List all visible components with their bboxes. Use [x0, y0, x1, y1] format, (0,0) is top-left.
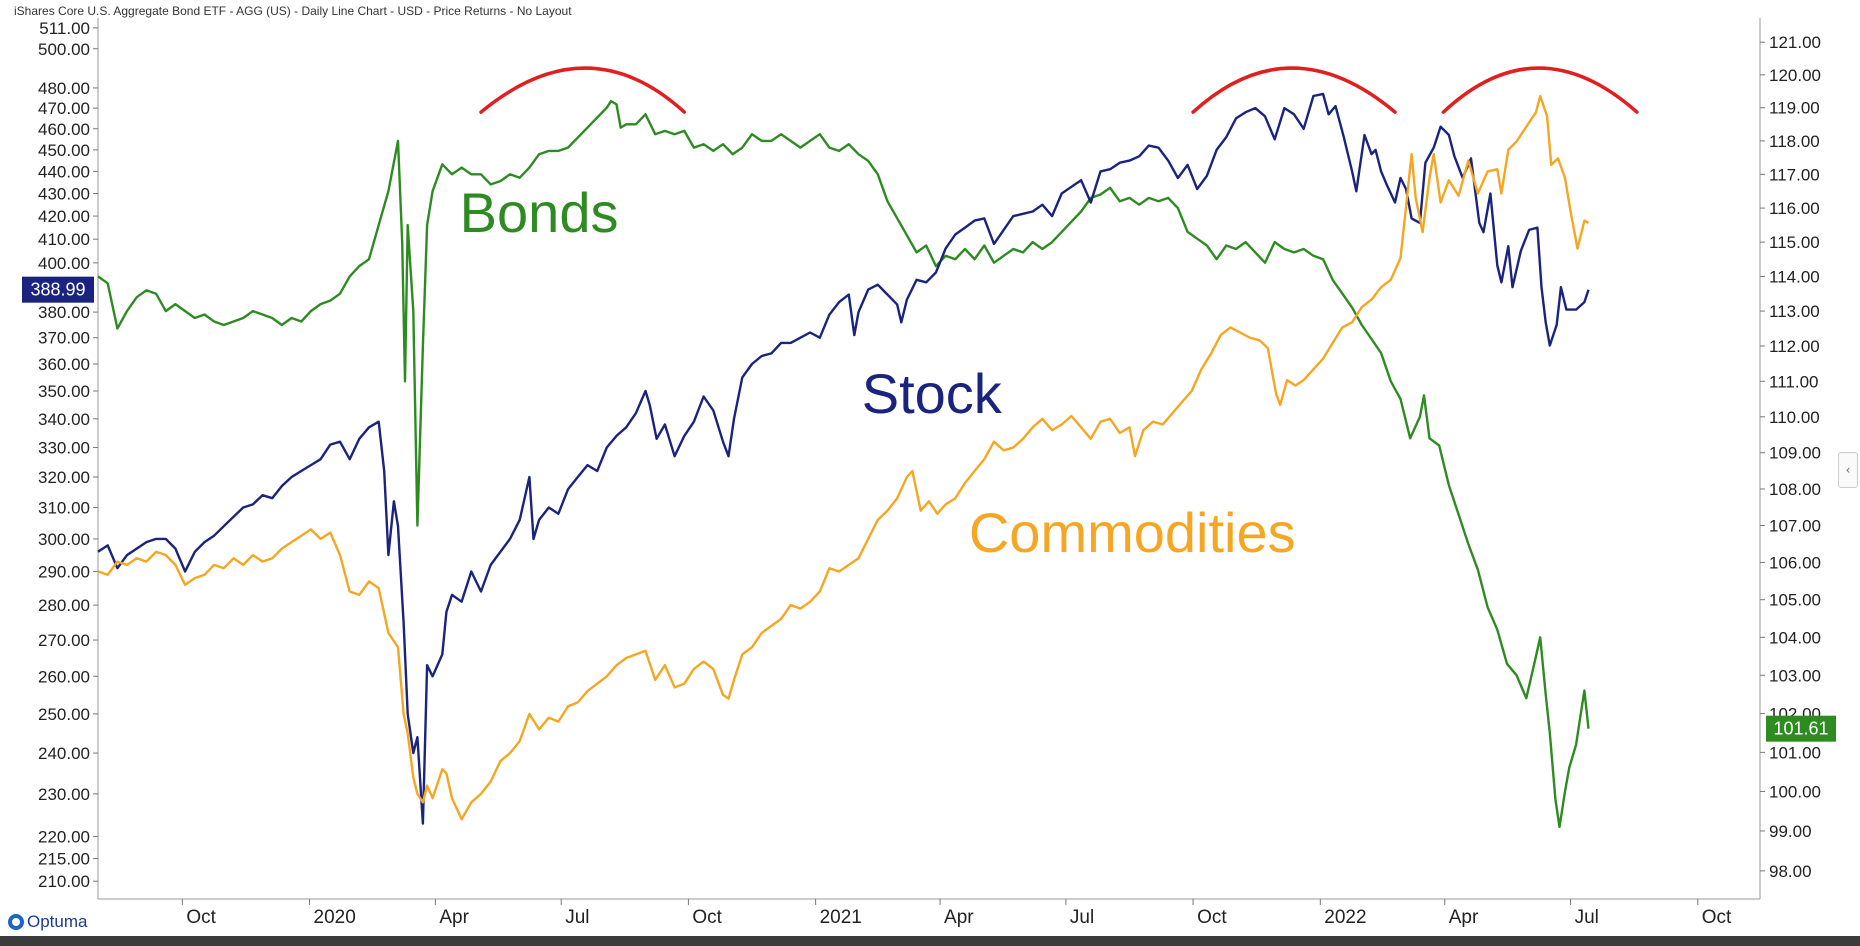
right-tick-label: 118.00 [1769, 132, 1820, 151]
left-tick-label: 380.00 [38, 303, 90, 322]
left-tick-label: 300.00 [38, 530, 90, 549]
right-tick-label: 114.00 [1769, 267, 1820, 286]
right-tick-label: 108.00 [1769, 480, 1821, 499]
left-tick-label: 370.00 [38, 329, 90, 348]
left-tick-label: 350.00 [38, 382, 90, 401]
left-tick-label: 420.00 [38, 207, 90, 226]
value-badges-layer: 388.99 101.61 [22, 276, 1836, 742]
left-last-value-badge [22, 276, 94, 303]
right-tick-label: 116.00 [1769, 199, 1820, 218]
left-tick-label: 440.00 [38, 162, 90, 181]
x-tick-label: 2020 [314, 907, 356, 928]
highlight-arc-1 [479, 66, 687, 114]
left-tick-label: 410.00 [38, 230, 90, 249]
series-line-commodities [97, 94, 1590, 821]
x-tick-label: Jul [565, 907, 589, 928]
x-tick-label: Oct [692, 907, 722, 928]
left-tick-label: 400.00 [38, 254, 90, 273]
right-tick-label: 119.00 [1769, 99, 1820, 118]
left-tick-label: 230.00 [38, 785, 90, 804]
optuma-logo-text: Optuma [27, 912, 88, 931]
left-tick-label: 210.00 [38, 872, 90, 891]
left-tick-label: 280.00 [38, 596, 90, 615]
left-tick-label: 320.00 [38, 468, 90, 487]
left-tick-label: 260.00 [38, 667, 90, 686]
highlight-arc-2 [1191, 66, 1397, 114]
x-tick-label: Oct [1702, 907, 1732, 928]
annotations-layer: Bonds Stock Commodities [460, 66, 1639, 564]
panel-collapse-tab[interactable]: ‹ [1838, 452, 1858, 488]
right-tick-label: 110.00 [1769, 408, 1820, 427]
left-tick-label: 450.00 [38, 141, 90, 160]
left-tick-label: 460.00 [38, 120, 90, 139]
right-tick-label: 105.00 [1769, 591, 1821, 610]
highlight-arc-3 [1441, 66, 1639, 114]
series-layer [97, 92, 1590, 829]
x-tick-label: 2021 [820, 907, 862, 928]
right-tick-label: 120.00 [1769, 66, 1821, 85]
left-tick-label: 480.00 [38, 79, 90, 98]
right-tick-label: 98.00 [1769, 862, 1812, 881]
left-tick-label: 500.00 [38, 40, 90, 59]
left-tick-label: 240.00 [38, 744, 90, 763]
series-line-stock [97, 92, 1590, 825]
left-tick-label: 270.00 [38, 631, 90, 650]
annotation-bonds: Bonds [460, 181, 619, 244]
right-tick-label: 103.00 [1769, 666, 1821, 685]
right-last-value-text: 101.61 [1773, 719, 1828, 739]
right-tick-label: 117.00 [1769, 165, 1820, 184]
right-tick-label: 111.00 [1769, 372, 1818, 391]
right-tick-label: 99.00 [1769, 822, 1812, 841]
x-tick-label: Apr [439, 907, 469, 928]
right-tick-label: 109.00 [1769, 444, 1821, 463]
left-last-value-text: 388.99 [30, 280, 85, 300]
window-bottom-strip [0, 936, 1860, 946]
right-tick-label: 121.00 [1769, 33, 1821, 52]
optuma-logo: Optuma [8, 912, 87, 932]
right-tick-label: 101.00 [1769, 743, 1821, 762]
x-tick-label: Apr [1449, 907, 1479, 928]
right-last-value-badge [1766, 715, 1836, 742]
left-tick-label: 340.00 [38, 410, 90, 429]
x-tick-label: Jul [1575, 907, 1599, 928]
x-tick-label: 2022 [1324, 907, 1366, 928]
annotation-stock: Stock [862, 362, 1003, 425]
x-tick-label: Oct [1197, 907, 1227, 928]
x-tick-label: Oct [186, 907, 216, 928]
optuma-logo-icon [8, 914, 24, 930]
right-tick-label: 107.00 [1769, 517, 1821, 536]
x-tick-label: Apr [944, 907, 974, 928]
right-tick-label: 104.00 [1769, 628, 1821, 647]
right-tick-label: 113.00 [1769, 302, 1820, 321]
right-tick-label: 100.00 [1769, 782, 1821, 801]
x-tick-label: Jul [1070, 907, 1094, 928]
left-tick-label: 360.00 [38, 355, 90, 374]
left-tick-label: 290.00 [38, 562, 90, 581]
annotation-commodities: Commodities [969, 501, 1296, 564]
left-tick-label: 215.00 [38, 850, 90, 869]
right-tick-label: 112.00 [1769, 337, 1820, 356]
left-tick-label: 470.00 [38, 99, 90, 118]
left-tick-label: 511.00 [39, 19, 90, 38]
series-line-bonds [97, 99, 1590, 829]
left-tick-label: 250.00 [38, 705, 90, 724]
left-tick-label: 310.00 [38, 498, 90, 517]
left-tick-label: 430.00 [38, 184, 90, 203]
chart-title: iShares Core U.S. Aggregate Bond ETF - A… [14, 4, 572, 18]
left-tick-label: 220.00 [38, 828, 90, 847]
right-tick-label: 106.00 [1769, 553, 1821, 572]
right-tick-label: 115.00 [1769, 233, 1820, 252]
left-tick-label: 330.00 [38, 438, 90, 457]
